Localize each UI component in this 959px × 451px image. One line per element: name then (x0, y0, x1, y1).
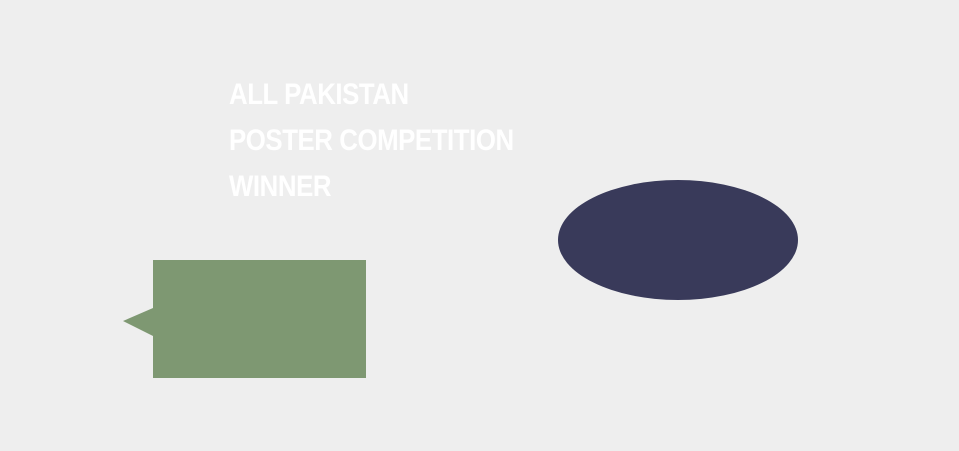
speech-callout-shape (123, 260, 366, 378)
navy-ellipse (556, 178, 800, 302)
headline-line-2: POSTER COMPETITION (229, 124, 514, 157)
callout-polygon (123, 260, 366, 378)
headline: ALL PAKISTAN POSTER COMPETITION WINNER (229, 72, 514, 210)
ellipse-shape (558, 180, 798, 300)
headline-line-3: WINNER (229, 170, 332, 203)
ellipse (558, 180, 798, 300)
green-callout-box (120, 258, 368, 380)
headline-line-1: ALL PAKISTAN (229, 78, 409, 111)
